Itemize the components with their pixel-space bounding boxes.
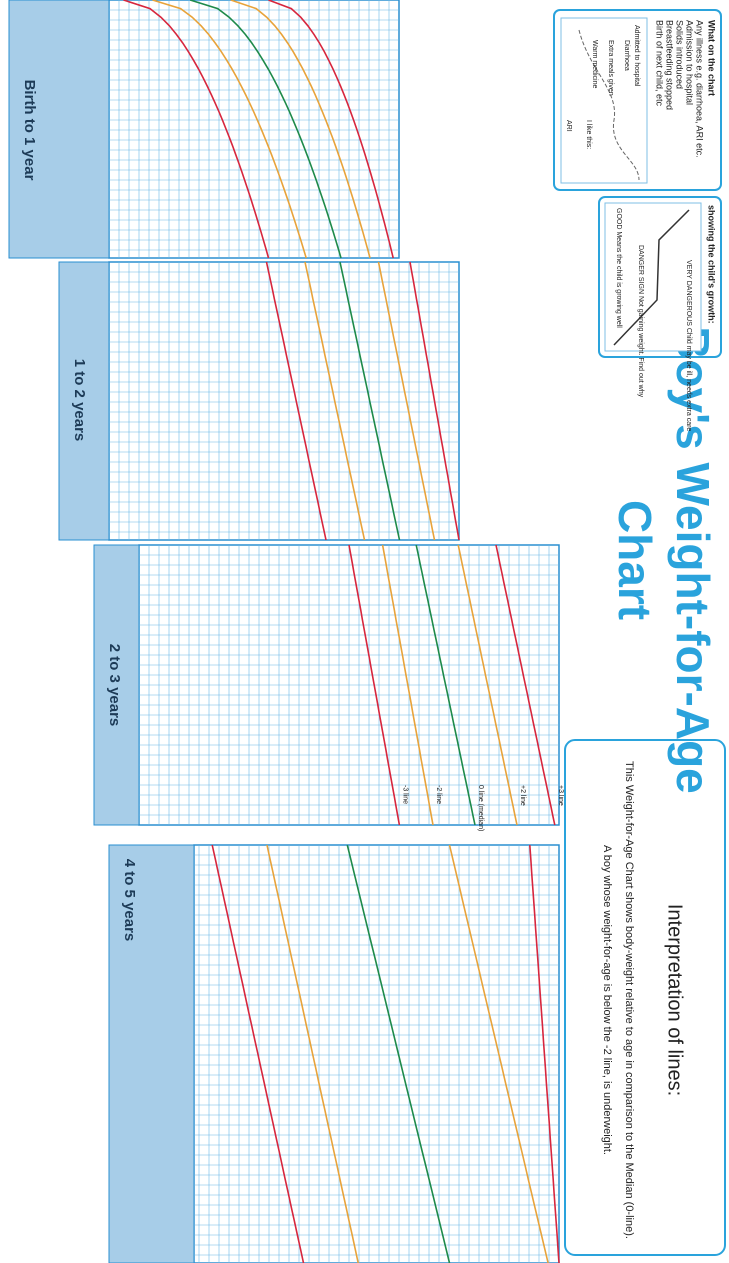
title-line: Boy's Weight-for-Age — [667, 326, 719, 794]
example-curve — [613, 209, 690, 346]
reference-curve — [346, 844, 451, 1263]
reference-curve — [409, 261, 460, 541]
example-grid — [604, 202, 702, 352]
growth-note: VERY DANGEROUS Child may be ill, needs e… — [685, 260, 692, 431]
example-note: I like this: — [585, 120, 592, 149]
interpretation-text: This Weight-for-Age Chart shows body-wei… — [623, 761, 635, 1239]
line-label: -2 line — [435, 785, 442, 804]
reference-curve — [268, 0, 394, 259]
reference-curve — [495, 544, 556, 826]
chart-panels: -3 line -2 line 0 line (median) +2 line +3 l… — [8, 0, 564, 1263]
interpretation-box — [564, 739, 726, 1256]
reference-curve — [381, 544, 434, 826]
line-label: -3 line — [402, 785, 409, 804]
guide-item: Admission to hospital — [685, 20, 695, 105]
reference-curve — [266, 844, 359, 1263]
rotated-sheet: Boy's Weight-for-Age Chart What on the c… — [8, 0, 726, 1263]
grid-area — [108, 0, 400, 259]
interpretation-text: A boy whose weight-for-age is below the … — [601, 845, 613, 1155]
guide-box — [598, 196, 722, 358]
line-label: 0 line (median) — [477, 785, 484, 831]
reference-curve — [211, 844, 305, 1263]
reference-curve — [339, 261, 401, 541]
example-note: ARI — [565, 120, 572, 132]
line-label: +2 line — [519, 785, 526, 806]
reference-curve — [123, 0, 270, 259]
line-label: +3 line — [557, 785, 564, 806]
reference-curve — [457, 544, 518, 826]
label-strip — [8, 0, 110, 259]
guide-item: Solids introduced — [675, 20, 685, 89]
example-curve — [578, 29, 640, 181]
panel-label: 4 to 5 years — [121, 859, 138, 942]
reference-curve — [230, 0, 371, 259]
reference-curve — [448, 844, 549, 1263]
guide-box — [553, 9, 722, 191]
example-note: Admitted to hospital — [633, 25, 640, 87]
reference-curve — [529, 844, 560, 1263]
example-note: Diarrhoea — [623, 40, 630, 71]
reference-curve — [152, 0, 307, 259]
guide-heading: showing the child's growth: — [707, 205, 717, 324]
reference-curve — [304, 261, 366, 541]
guide-item: Birth of next child, etc — [655, 20, 665, 107]
growth-note: GOOD Means the child is growing well — [615, 208, 622, 328]
reference-curve — [377, 261, 436, 541]
panel-label: Birth to 1 year — [21, 80, 38, 181]
example-note: Extra meals given — [607, 40, 614, 96]
label-strip — [108, 844, 195, 1263]
reference-curve — [265, 261, 327, 541]
example-note: Warm medicine — [591, 40, 598, 88]
guide-item: Breastfeeding stopped — [665, 20, 675, 110]
guide-item: Any illness e.g. diarrhoea, ARI etc. — [695, 20, 705, 158]
interpretation-title: Interpretation of lines: — [664, 904, 686, 1096]
panel-label: 2 to 3 years — [106, 644, 123, 727]
title-line: Chart — [609, 500, 661, 620]
panel-label: 1 to 2 years — [71, 359, 88, 442]
reference-curve — [348, 544, 401, 826]
reference-curve — [415, 544, 476, 826]
label-strip — [58, 261, 110, 541]
example-grid — [560, 17, 648, 184]
growth-note: DANGER SIGN Not gaining weight. Find out… — [637, 245, 644, 398]
guide-heading: What on the chart — [707, 20, 717, 96]
reference-curve — [189, 0, 342, 259]
